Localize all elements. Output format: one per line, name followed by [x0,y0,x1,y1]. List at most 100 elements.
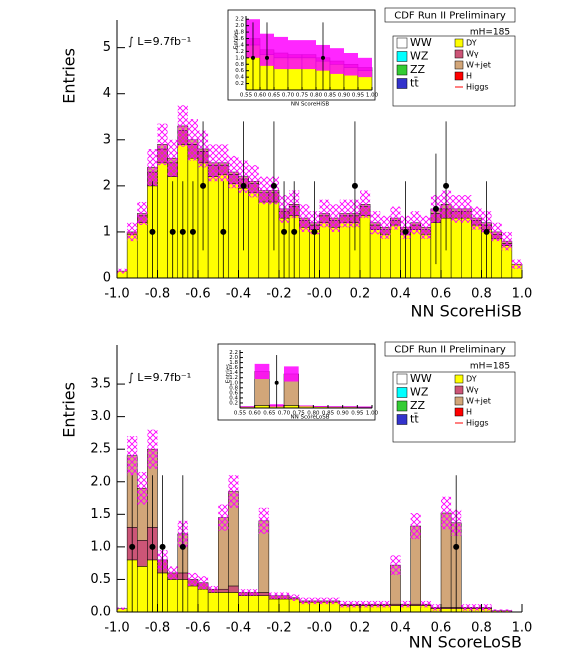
luminosity-label: ∫ L=9.7fb⁻¹ [128,35,191,48]
y-tick-label: 3.0 [90,409,111,424]
x-tick-label: -0.2 [266,621,291,636]
legend-swatch [454,407,464,417]
y-tick-label: 2.0 [229,355,238,361]
y-axis-label: Entries [234,30,240,49]
y-tick-label: 1.0 [235,55,244,61]
uncertainty-band [471,604,482,611]
uncertainty-band [358,57,372,78]
y-tick-label: 0 [103,271,111,286]
bar-segment [137,566,148,613]
bar-segment [248,192,259,279]
x-tick-label: 1.0 [512,287,533,302]
y-tick-label: 0.5 [90,572,111,587]
uncertainty-band [481,604,492,611]
data-point [129,543,136,550]
uncertainty-band [410,211,421,235]
x-tick-label: 0.4 [390,621,411,636]
data-point [189,228,196,235]
data-point [240,182,247,189]
title-box [384,7,516,23]
bar-segment [329,227,340,279]
bar-segment [258,201,270,279]
bar-segment [187,585,199,613]
x-tick-label: 0.65 [268,93,281,99]
uncertainty-band [208,585,219,593]
x-tick-label: -0.0 [307,621,332,636]
data-point [200,182,207,189]
legend-label: ZZ [410,399,426,412]
title-box [384,341,516,357]
x-tick-label: 0.6 [431,621,452,636]
uncertainty-band [390,555,401,575]
uncertainty-band [380,215,391,239]
legend-label: WZ [410,50,429,63]
legend-swatch [454,374,464,384]
uncertainty-band [187,572,198,586]
uncertainty-band [329,204,340,232]
legend-label: H [466,408,472,417]
legend-label: DY [466,39,477,48]
mass-label: mH=185 [470,28,510,38]
x-tick-label: -0.4 [226,621,251,636]
y-tick-label: 5 [103,40,111,55]
legend-swatch [396,373,408,385]
legend-label: WW [410,36,432,49]
x-tick-label: 0.55 [234,411,247,417]
uncertainty-band [177,105,188,147]
data-point [251,55,255,60]
uncertainty-band [313,405,328,407]
uncertainty-band [147,149,158,186]
data-point [311,228,318,235]
legend-label: Higgs [466,83,489,92]
y-tick-label: 2.0 [90,474,111,489]
data-point [432,205,439,212]
chart-title: CDF Run II Preliminary [394,345,506,356]
y-tick-label: 0.0 [90,605,111,620]
legend-swatch [396,78,408,89]
data-point [402,228,409,235]
uncertainty-band [218,504,229,531]
bar-segment [258,595,270,613]
uncertainty-band [258,176,269,205]
bar-segment [218,592,229,613]
uncertainty-band [167,566,178,580]
y-tick-label: 1.2 [235,49,244,55]
x-tick-label: 0.6 [431,287,452,302]
bar-segment [258,592,270,596]
bar-segment [491,238,502,279]
legend-label: DY [466,375,477,384]
bar-segment [471,224,482,279]
y-tick-label: 1.2 [229,375,238,381]
uncertainty-band [451,195,462,223]
bar-segment [420,233,432,279]
legend-swatch [396,387,408,398]
data-point [321,55,325,60]
y-tick-label: 0.6 [229,390,238,396]
bar-segment [461,217,472,279]
y-tick-label: 1.4 [235,42,244,48]
bar-segment [369,229,381,279]
legend-swatch [396,64,408,76]
uncertainty-band [299,597,310,605]
uncertainty-band [370,600,381,608]
legend-swatch [454,38,464,48]
x-tick-label: -0.0 [307,287,332,302]
x-tick-label: 0.60 [249,411,262,417]
bar-segment [410,605,421,613]
uncertainty-band [302,40,316,70]
x-axis-label: NN ScoreHiSB [411,302,522,321]
legend-label: Wγ [466,386,479,395]
uncertainty-band [137,201,148,226]
uncertainty-band [390,206,401,230]
uncertainty-band [339,600,350,608]
data-point [351,182,358,189]
x-tick-label: -1.0 [104,621,129,636]
data-point [270,182,277,189]
uncertainty-band [349,600,360,608]
uncertainty-band [511,259,522,269]
uncertainty-band [360,600,371,608]
uncertainty-band [309,597,320,605]
legend-label: WW [410,372,432,385]
uncertainty-band [298,405,314,407]
